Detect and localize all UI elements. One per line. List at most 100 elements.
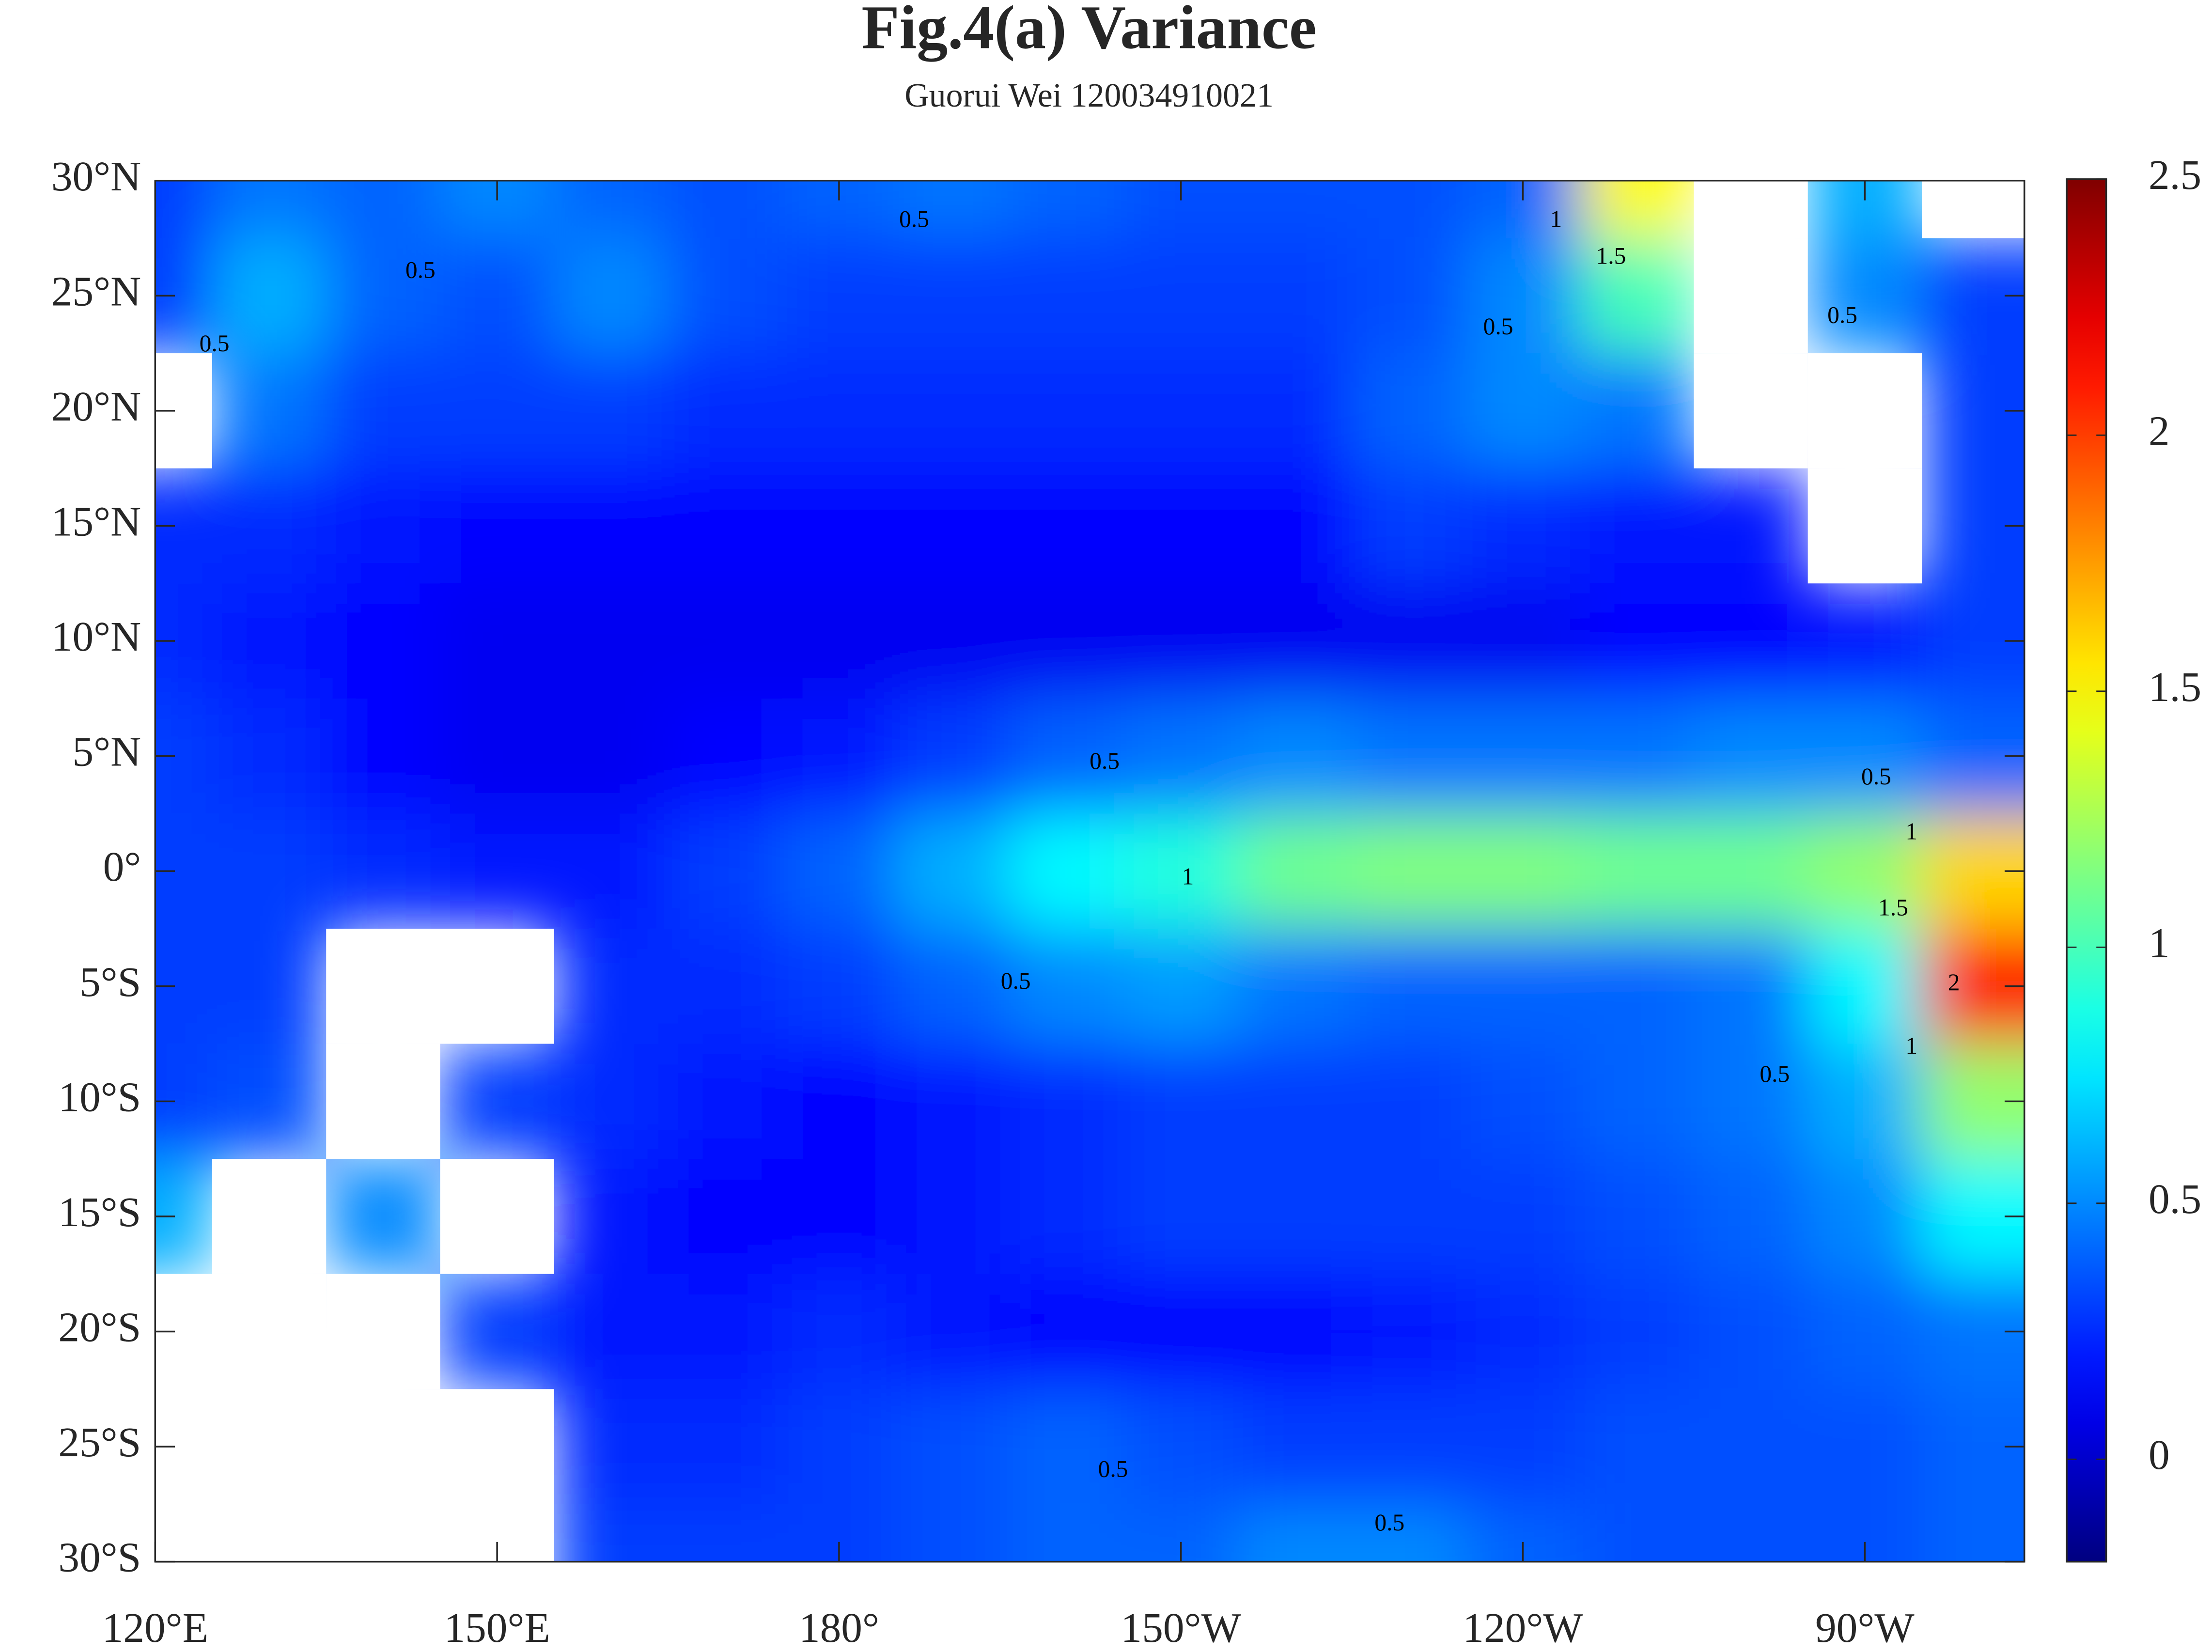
x-tick-label: 120°E bbox=[102, 1604, 208, 1651]
value-cell bbox=[1921, 813, 2025, 930]
contour-label: 0.5 bbox=[1098, 1456, 1128, 1482]
value-cell bbox=[782, 468, 898, 585]
value-cell bbox=[554, 1389, 670, 1506]
value-cell bbox=[1010, 813, 1126, 930]
value-cell bbox=[1465, 928, 1582, 1045]
value-cell bbox=[1010, 928, 1126, 1045]
value-cell bbox=[1694, 583, 1809, 700]
contour-label: 1 bbox=[1905, 818, 1917, 844]
value-cell bbox=[554, 353, 670, 470]
value-cell bbox=[1010, 1159, 1126, 1276]
y-tick-label: 5°N bbox=[73, 728, 141, 775]
value-cell bbox=[326, 813, 442, 930]
value-cell bbox=[1465, 813, 1582, 930]
land-cell bbox=[440, 928, 554, 1044]
contour-label: 0.5 bbox=[1760, 1060, 1790, 1087]
value-cell bbox=[212, 1044, 328, 1161]
x-tick-label: 90°W bbox=[1815, 1604, 1915, 1651]
value-cell bbox=[668, 468, 784, 585]
value-cell bbox=[1238, 1274, 1354, 1391]
value-cell bbox=[668, 238, 784, 355]
value-cell bbox=[1465, 583, 1582, 700]
value-cell bbox=[1238, 353, 1354, 470]
value-cells bbox=[155, 180, 2025, 1562]
y-tick-label: 30°N bbox=[51, 153, 141, 200]
land-cell bbox=[440, 1159, 554, 1274]
value-cell bbox=[1465, 353, 1582, 470]
value-cell bbox=[1580, 353, 1696, 470]
value-cell bbox=[1238, 1044, 1354, 1161]
contour-label: 1.5 bbox=[1596, 242, 1626, 269]
land-cell bbox=[1694, 180, 1808, 238]
value-cell bbox=[1124, 1159, 1240, 1276]
y-tick-label: 0° bbox=[103, 843, 141, 890]
value-cell bbox=[782, 583, 898, 700]
value-cell bbox=[1465, 180, 1582, 240]
value-cell bbox=[1352, 238, 1467, 355]
value-cell bbox=[1921, 468, 2025, 585]
value-cell bbox=[1807, 180, 1923, 240]
land-cell bbox=[212, 1504, 327, 1562]
land-cell bbox=[440, 1389, 554, 1504]
x-tick-label: 120°W bbox=[1463, 1604, 1583, 1651]
value-cell bbox=[1465, 1159, 1582, 1276]
value-cell bbox=[668, 1274, 784, 1391]
value-cell bbox=[1238, 698, 1354, 815]
contour-labels: 0.5 0.5 0.5 0.5 0.5 1 1.5 0.5 0.5 1 1 1.5 2 0.5 0.5 1 0.… bbox=[200, 206, 1960, 1536]
value-cell bbox=[668, 698, 784, 815]
value-cell bbox=[1124, 698, 1240, 815]
value-cell bbox=[1124, 1389, 1240, 1506]
value-cell bbox=[1921, 1159, 2025, 1276]
land-cell bbox=[212, 1159, 327, 1274]
value-cell bbox=[554, 238, 670, 355]
value-cell bbox=[1124, 1274, 1240, 1391]
x-tick-label: 150°W bbox=[1121, 1604, 1242, 1651]
value-cell bbox=[1010, 468, 1126, 585]
value-cell bbox=[1580, 698, 1696, 815]
value-cell bbox=[1580, 583, 1696, 700]
value-cell bbox=[668, 813, 784, 930]
value-cell bbox=[554, 583, 670, 700]
contour-label: 0.5 bbox=[405, 256, 436, 283]
y-tick-label: 20°S bbox=[58, 1304, 141, 1351]
land-cell bbox=[326, 1389, 440, 1504]
contour-label: 0.5 bbox=[899, 206, 929, 233]
value-cell bbox=[1465, 1044, 1582, 1161]
value-cell bbox=[896, 1044, 1012, 1161]
land-cell bbox=[212, 1389, 327, 1504]
colorbar-tick-label: 0 bbox=[2149, 1431, 2170, 1478]
y-tick-label: 10°S bbox=[58, 1073, 141, 1120]
land-cell bbox=[1921, 180, 2025, 238]
value-cell bbox=[1238, 928, 1354, 1045]
value-cell bbox=[1352, 928, 1467, 1045]
value-cell bbox=[1694, 1159, 1809, 1276]
value-cell bbox=[896, 1389, 1012, 1506]
land-cell bbox=[326, 1274, 440, 1389]
chart-subtitle: Guorui Wei 120034910021 bbox=[904, 77, 1274, 114]
land-cell bbox=[326, 928, 440, 1044]
value-cell bbox=[554, 698, 670, 815]
value-cell bbox=[1352, 1044, 1467, 1161]
value-cell bbox=[1807, 813, 1923, 930]
y-tick-label: 25°S bbox=[58, 1418, 141, 1465]
value-cell bbox=[1352, 1159, 1467, 1276]
y-tick-label: 10°N bbox=[51, 613, 141, 660]
value-cell bbox=[1921, 353, 2025, 470]
value-cell bbox=[1694, 698, 1809, 815]
value-cell bbox=[896, 583, 1012, 700]
value-cell bbox=[668, 1389, 784, 1506]
value-cell bbox=[896, 1504, 1012, 1562]
value-cell bbox=[668, 1159, 784, 1276]
value-cell bbox=[326, 583, 442, 700]
value-cell bbox=[554, 928, 670, 1045]
value-cell bbox=[1580, 1504, 1696, 1562]
value-cell bbox=[440, 353, 556, 470]
value-cell bbox=[1921, 583, 2025, 700]
value-cell bbox=[782, 928, 898, 1045]
value-cell bbox=[554, 813, 670, 930]
value-cell bbox=[1921, 1044, 2025, 1161]
value-cell bbox=[668, 928, 784, 1045]
colorbar-tick-label: 1 bbox=[2149, 919, 2170, 966]
colorbar bbox=[2066, 178, 2107, 1563]
